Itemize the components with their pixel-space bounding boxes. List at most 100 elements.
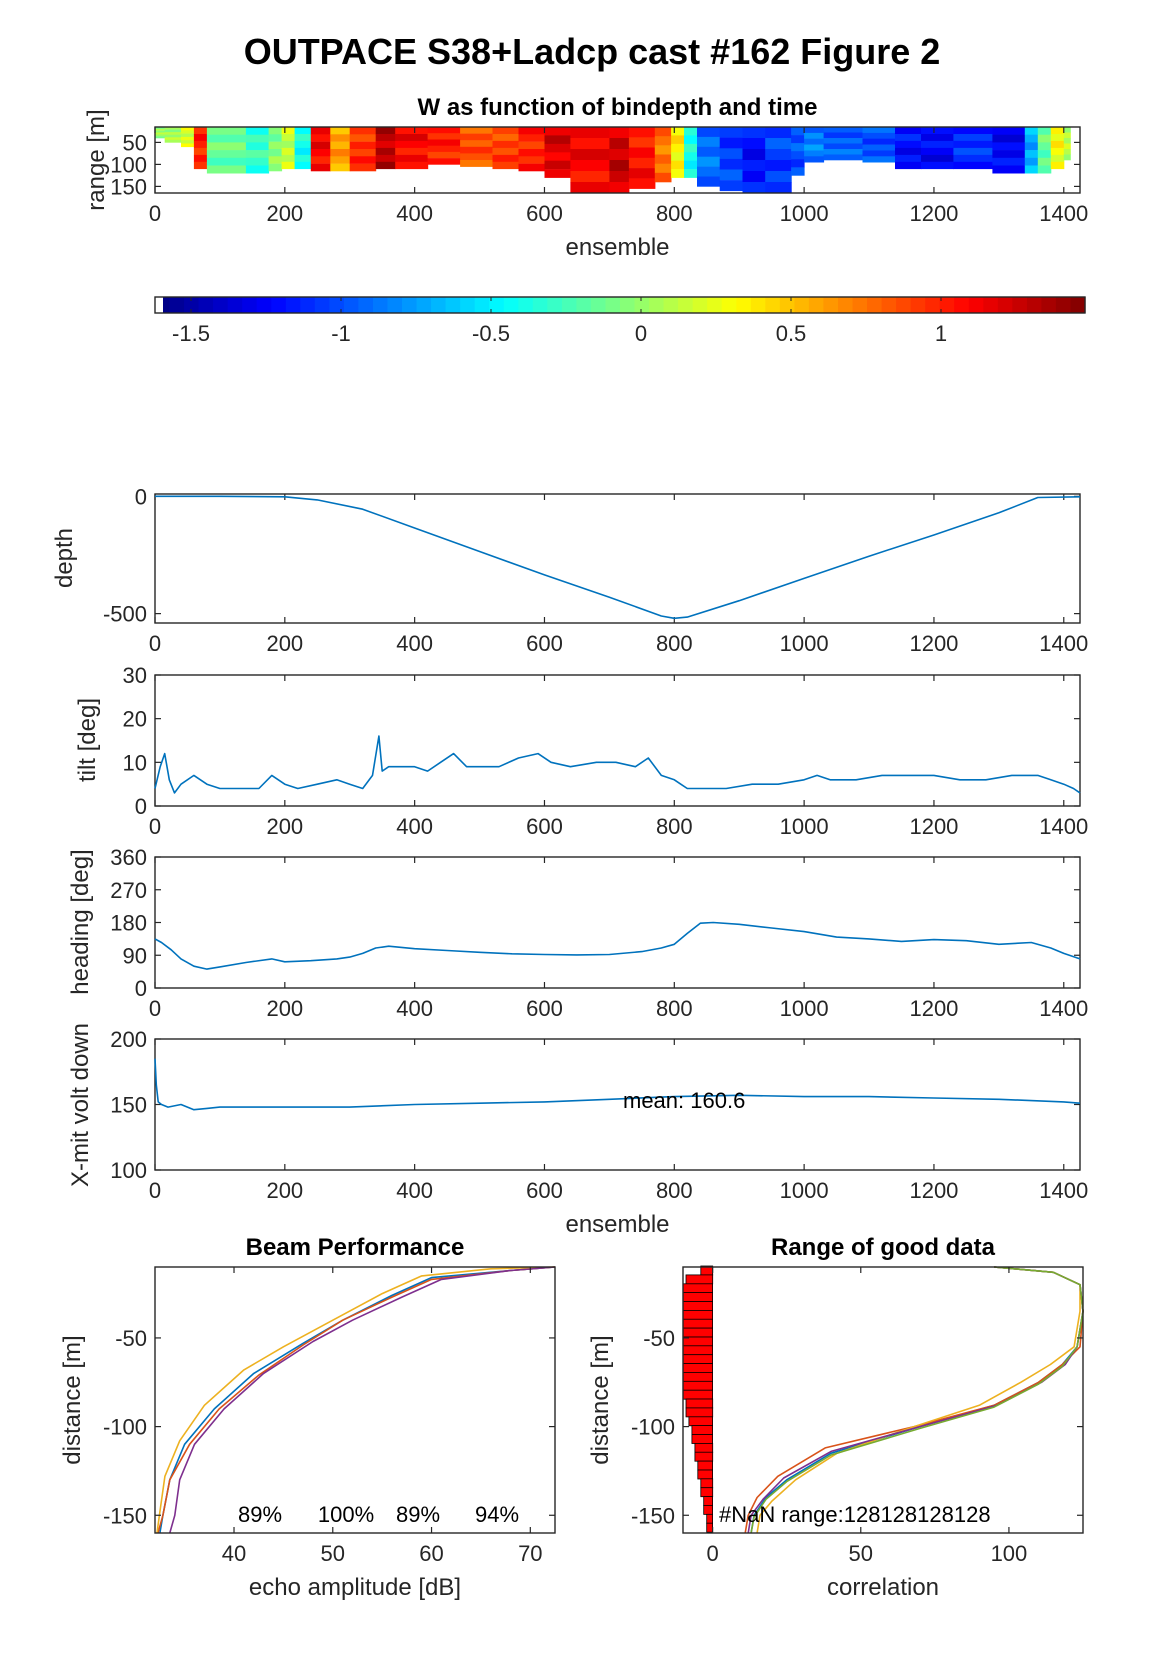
heatmap-cell xyxy=(395,134,429,142)
heatmap-cell xyxy=(742,171,766,183)
colorbar-swatch xyxy=(750,297,766,313)
nan-bar xyxy=(682,1327,714,1338)
heatmap-cell xyxy=(671,135,685,145)
heatmap-cell xyxy=(164,134,182,138)
heatmap-cell xyxy=(742,127,766,139)
xmit-panel: 0 200 400 600 800 1000 1200 1400 100 150 200 ensemb… xyxy=(67,1023,1088,1238)
heatmap-cell xyxy=(684,127,698,136)
heatmap-cell xyxy=(427,133,461,140)
heatmap-cell xyxy=(492,140,519,149)
heatmap-cell xyxy=(193,161,208,170)
heatmap-cell xyxy=(570,182,610,194)
heatmap-cell xyxy=(281,134,296,142)
heatmap-cell xyxy=(742,149,766,161)
heatmap-cells xyxy=(155,127,1071,194)
colorbar-swatch xyxy=(867,297,883,313)
colorbar-swatch xyxy=(285,297,301,313)
colorbar-swatch xyxy=(910,297,926,313)
heatmap-cell xyxy=(742,138,766,150)
heatmap-cell xyxy=(294,134,312,142)
y-tick-label: 10 xyxy=(123,750,147,775)
colorbar-swatch xyxy=(954,297,970,313)
heatmap-cell xyxy=(193,127,208,135)
y-tick-label: -100 xyxy=(631,1415,675,1440)
heatmap-cell xyxy=(518,149,545,157)
heatmap-cell xyxy=(1024,157,1039,166)
heatmap-cell xyxy=(765,149,792,161)
x-tick-label: 800 xyxy=(656,996,693,1021)
correlation-series-line xyxy=(744,1266,1084,1534)
y-axis-label: distance [m] xyxy=(587,1335,614,1464)
heatmap-cell xyxy=(921,154,954,163)
colorbar-swatch xyxy=(532,297,548,313)
colorbar-swatch xyxy=(518,297,534,313)
colorbar-swatch xyxy=(634,297,650,313)
y-tick-label: 180 xyxy=(110,911,147,936)
heatmap-cell xyxy=(1050,161,1065,170)
heatmap-cell xyxy=(609,138,630,150)
heatmap-cell xyxy=(570,171,610,183)
heatmap-cell xyxy=(294,140,312,149)
x-tick-label: 400 xyxy=(396,996,433,1021)
heatmap-cell xyxy=(375,161,396,170)
x-tick-label: 50 xyxy=(321,1541,345,1566)
heatmap-cell xyxy=(862,127,896,134)
heatmap-cell xyxy=(570,138,610,150)
heatmap-cell xyxy=(1037,142,1052,151)
x-tick-label: 1400 xyxy=(1039,1178,1088,1203)
heatmap-cell xyxy=(671,169,685,178)
x-tick-label: 1400 xyxy=(1039,814,1088,839)
x-tick-label: 1000 xyxy=(780,631,829,656)
w-colorbar: -1.5 -1 -0.5 0 0.5 1 xyxy=(154,296,1086,346)
axes-box xyxy=(682,1266,1084,1534)
axes-box xyxy=(154,1266,556,1534)
x-tick-label: 0 xyxy=(149,201,161,226)
x-tick-label: 200 xyxy=(266,631,303,656)
heatmap-cell xyxy=(1024,150,1039,159)
heatmap-cell xyxy=(1050,147,1065,156)
heatmap-cell xyxy=(294,161,312,170)
y-tick-label: -50 xyxy=(115,1326,147,1351)
heatmap-cell xyxy=(765,160,792,172)
heatmap-cell xyxy=(310,163,331,172)
heatmap-cell xyxy=(992,127,1026,135)
nan-bar xyxy=(697,1469,713,1480)
colorbar-swatch xyxy=(300,297,316,313)
y-axis-label: heading [deg] xyxy=(67,849,94,994)
heatmap-cell xyxy=(193,134,208,142)
colorbar-swatch xyxy=(329,297,345,313)
colorbar-swatch xyxy=(561,297,577,313)
series-line xyxy=(154,1058,1081,1111)
heatmap-cell xyxy=(349,134,377,142)
nan-bar xyxy=(694,1451,714,1462)
heatmap-cell xyxy=(791,135,805,144)
heatmap-cell xyxy=(268,141,283,150)
axes-box xyxy=(154,856,1081,989)
heatmap-cell xyxy=(427,158,461,165)
heatmap-cell xyxy=(245,150,270,159)
heatmap-cell xyxy=(609,160,630,172)
heatmap-cell xyxy=(791,143,805,152)
x-tick-label: 1200 xyxy=(909,631,958,656)
heatmap-cell xyxy=(330,149,351,157)
heatmap-cell xyxy=(953,154,993,163)
heatmap-cell xyxy=(719,169,743,181)
colorbar-tick-label: 0.5 xyxy=(776,321,807,346)
heatmap-cell xyxy=(697,166,721,177)
heatmap-cell xyxy=(684,135,698,145)
x-tick-label: 1000 xyxy=(780,996,829,1021)
heatmap-cell xyxy=(330,141,351,150)
y-tick-label: -150 xyxy=(103,1503,147,1528)
heatmap-cell xyxy=(1050,134,1065,142)
heatmap-cell xyxy=(628,137,656,148)
heatmap-cell xyxy=(953,134,993,142)
heatmap-cell xyxy=(628,147,656,159)
heatmap-cell xyxy=(1063,149,1071,155)
heatmap-cell xyxy=(684,152,698,161)
heatmap-cell xyxy=(804,156,825,163)
x-tick-label: 400 xyxy=(396,1178,433,1203)
beam-series-line xyxy=(156,1266,556,1534)
nan-bar xyxy=(682,1301,714,1311)
heatmap-cell xyxy=(492,147,519,156)
nan-bar xyxy=(682,1292,714,1302)
